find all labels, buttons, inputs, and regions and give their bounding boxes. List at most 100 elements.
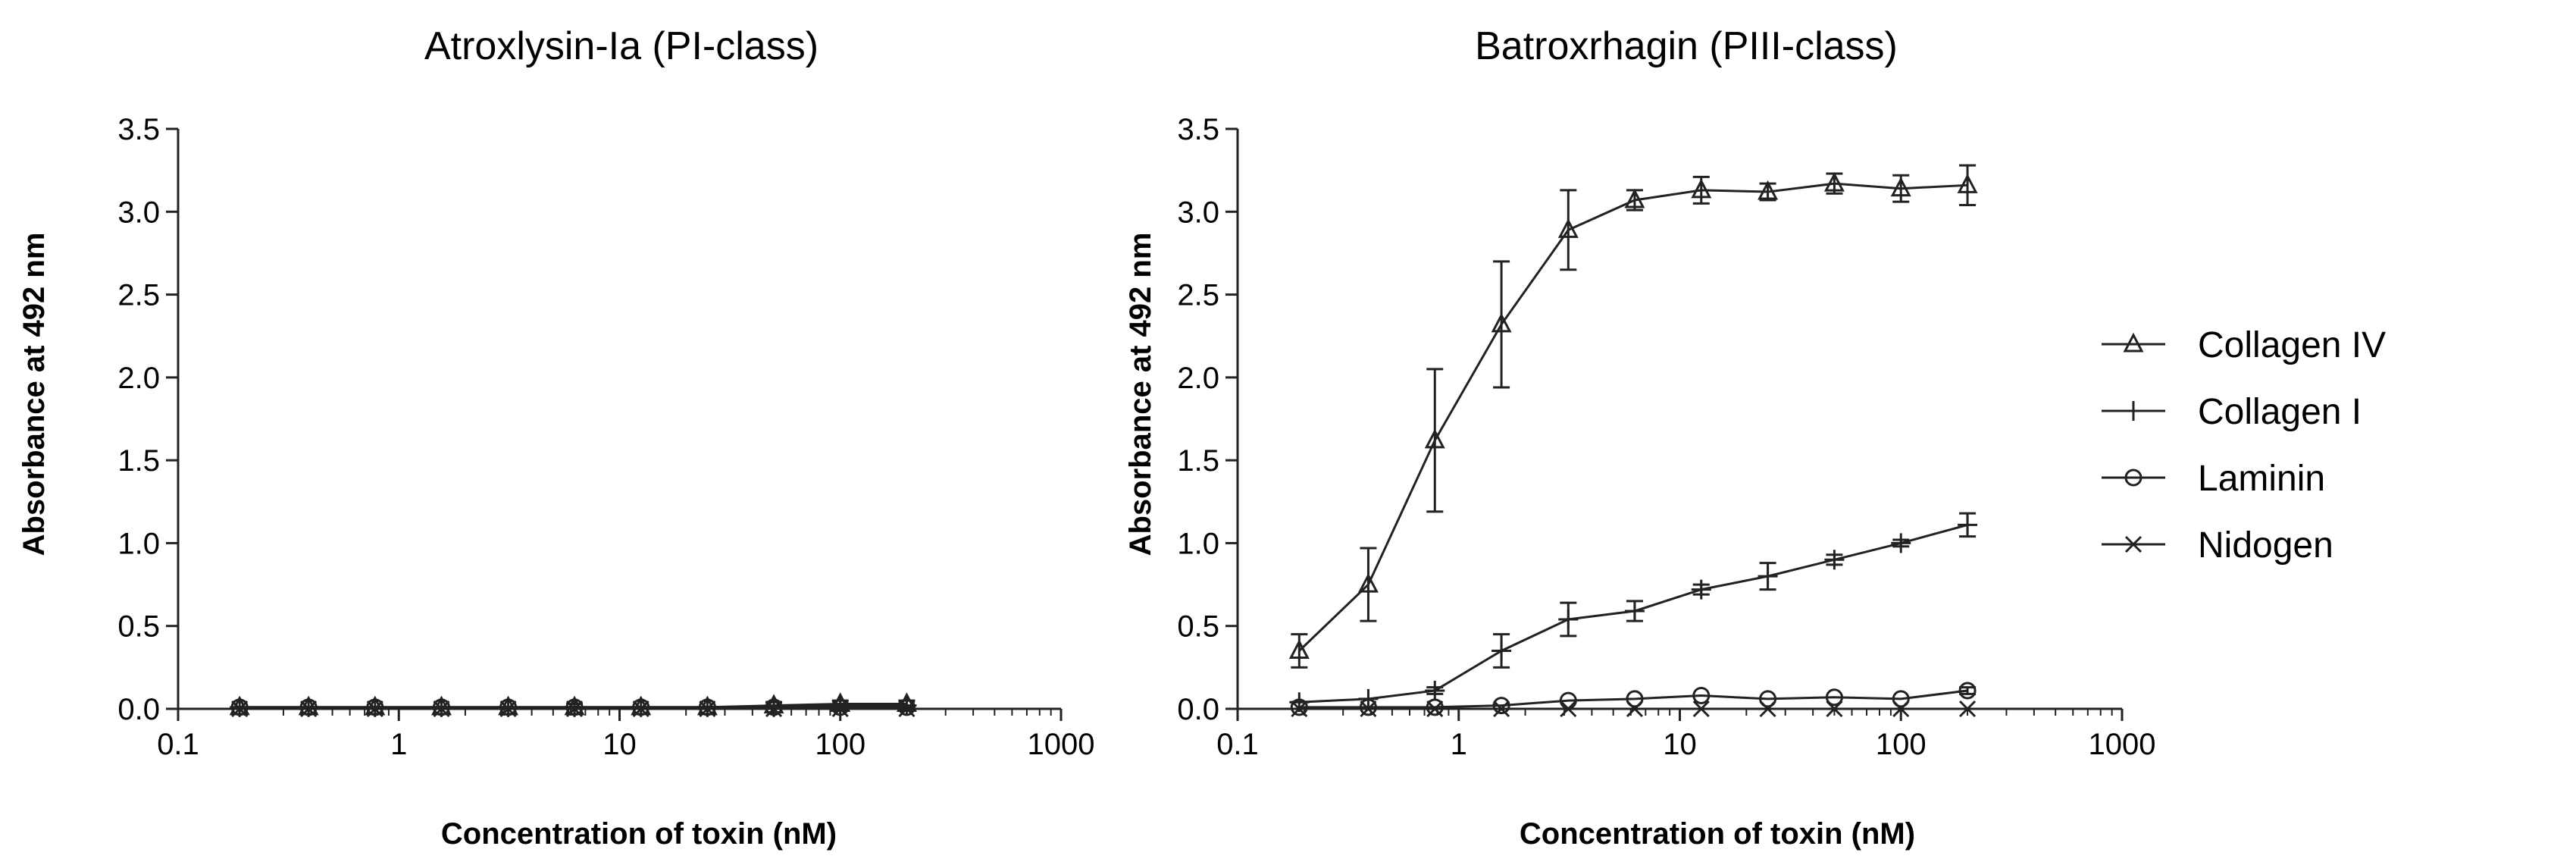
marker-triangle — [1823, 171, 1845, 192]
triangle-icon — [1624, 188, 1645, 208]
cross-icon-b — [499, 700, 517, 718]
marker-cross — [765, 700, 783, 718]
circle-icon — [632, 698, 650, 716]
cross-icon-b — [831, 700, 849, 718]
circle-icon — [1825, 688, 1843, 707]
circle-icon — [499, 698, 518, 716]
marker-circle — [698, 698, 716, 716]
marker-triangle — [1691, 178, 1712, 199]
marker-circle — [299, 698, 318, 716]
marker-cross — [1291, 700, 1308, 718]
error-bar — [1426, 368, 1444, 513]
series-laminin — [1290, 682, 1977, 716]
circle-icon — [1892, 690, 1910, 708]
cross-icon-b — [765, 700, 783, 718]
circle-icon — [1692, 687, 1711, 705]
marker-cross — [1426, 700, 1444, 718]
circle-icon — [698, 698, 716, 716]
y-tick-label: 3.5 — [1177, 113, 1219, 146]
y-tick-label: 1.5 — [1177, 444, 1219, 478]
triangle-icon — [1288, 639, 1310, 659]
y-tick-label: 3.0 — [1177, 196, 1219, 229]
marker-cross — [1959, 700, 1977, 718]
cross-icon-b — [1560, 700, 1577, 718]
marker-cross — [1560, 700, 1577, 718]
series-nidogen — [1291, 700, 1977, 718]
circle-icon — [1426, 698, 1444, 716]
marker-cross — [699, 700, 716, 718]
circle-icon — [366, 698, 384, 716]
marker-cross — [632, 700, 649, 718]
marker-cross — [1892, 700, 1910, 718]
y-tick-label: 2.0 — [1177, 362, 1219, 395]
circle-icon — [432, 698, 450, 716]
series-collagen-iv — [1288, 164, 1978, 669]
cross-icon-b — [300, 700, 318, 718]
x-tick-label: 1000 — [2089, 728, 2156, 761]
chart-title: Atroxlysin-Ia (PI-class) — [424, 24, 818, 68]
legend-symbol-circle — [2102, 469, 2165, 487]
circle-icon — [765, 698, 783, 716]
marker-triangle — [2123, 332, 2144, 353]
marker-circle — [2124, 469, 2142, 487]
circle-icon — [2124, 469, 2142, 487]
marker-cross — [1626, 700, 1644, 718]
series-line — [1299, 523, 1968, 704]
cross-icon-b — [1826, 700, 1843, 718]
marker-cross — [1493, 700, 1510, 718]
triangle-icon — [1691, 178, 1712, 199]
legend-label: Nidogen — [2198, 525, 2333, 566]
y-tick-label: 1.0 — [1177, 527, 1219, 560]
marker-circle — [1492, 697, 1510, 715]
y-tick-label: 1.5 — [117, 444, 160, 478]
cross-icon-b — [1626, 700, 1644, 718]
marker-plus — [1758, 566, 1778, 587]
circle-icon — [1958, 682, 1977, 700]
marker-circle — [1759, 690, 1777, 708]
x-tick-label: 1 — [1451, 728, 1467, 761]
cross-icon-b — [1291, 700, 1308, 718]
chart-title: Batroxrhagin (PIII-class) — [1475, 24, 1898, 68]
marker-cross — [231, 700, 249, 718]
marker-circle — [230, 698, 249, 716]
triangle-icon — [2123, 332, 2144, 353]
legend-symbol-plus — [2102, 401, 2165, 421]
triangle-icon — [1424, 428, 1445, 449]
marker-plus — [1425, 680, 1445, 700]
marker-plus — [1824, 550, 1845, 570]
series-line — [1298, 182, 1968, 652]
marker-plus — [2124, 401, 2143, 421]
triangle-icon — [1557, 218, 1579, 238]
triangle-icon — [1957, 174, 1978, 193]
cross-icon-b — [1426, 700, 1444, 718]
legend-item: Collagen IV — [2102, 325, 2386, 365]
y-tick-label: 0.5 — [117, 610, 160, 644]
marker-cross — [898, 700, 916, 718]
marker-circle — [765, 698, 783, 716]
y-tick-label: 2.5 — [117, 279, 160, 312]
marker-circle — [897, 698, 916, 716]
x-axis-label: Concentration of toxin (nM) — [1520, 817, 1915, 851]
x-tick-label: 100 — [815, 728, 865, 761]
y-tick-label: 3.0 — [117, 196, 160, 229]
cross-icon-b — [898, 700, 916, 718]
marker-plus — [1491, 641, 1512, 661]
marker-cross — [300, 700, 318, 718]
cross-icon-b — [1892, 700, 1910, 718]
marker-triangle — [1557, 218, 1579, 238]
marker-plus — [1691, 579, 1711, 600]
marker-circle — [1958, 682, 1977, 700]
y-tick-label: 1.0 — [117, 527, 160, 560]
y-axis-label: Absorbance at 492 nm — [17, 233, 51, 556]
legend: Collagen IV Collagen I Laminin Nidogen — [2102, 325, 2386, 566]
cross-icon-b — [433, 700, 450, 718]
marker-circle — [432, 698, 450, 716]
circle-icon — [299, 698, 318, 716]
marker-circle — [1892, 690, 1910, 708]
circle-icon — [1759, 690, 1777, 708]
cross-icon-b — [366, 700, 383, 718]
circle-icon — [1359, 698, 1377, 716]
marker-circle — [1626, 690, 1644, 708]
y-tick-label: 0.5 — [1177, 610, 1219, 644]
y-tick-label: 0.0 — [1177, 693, 1219, 726]
